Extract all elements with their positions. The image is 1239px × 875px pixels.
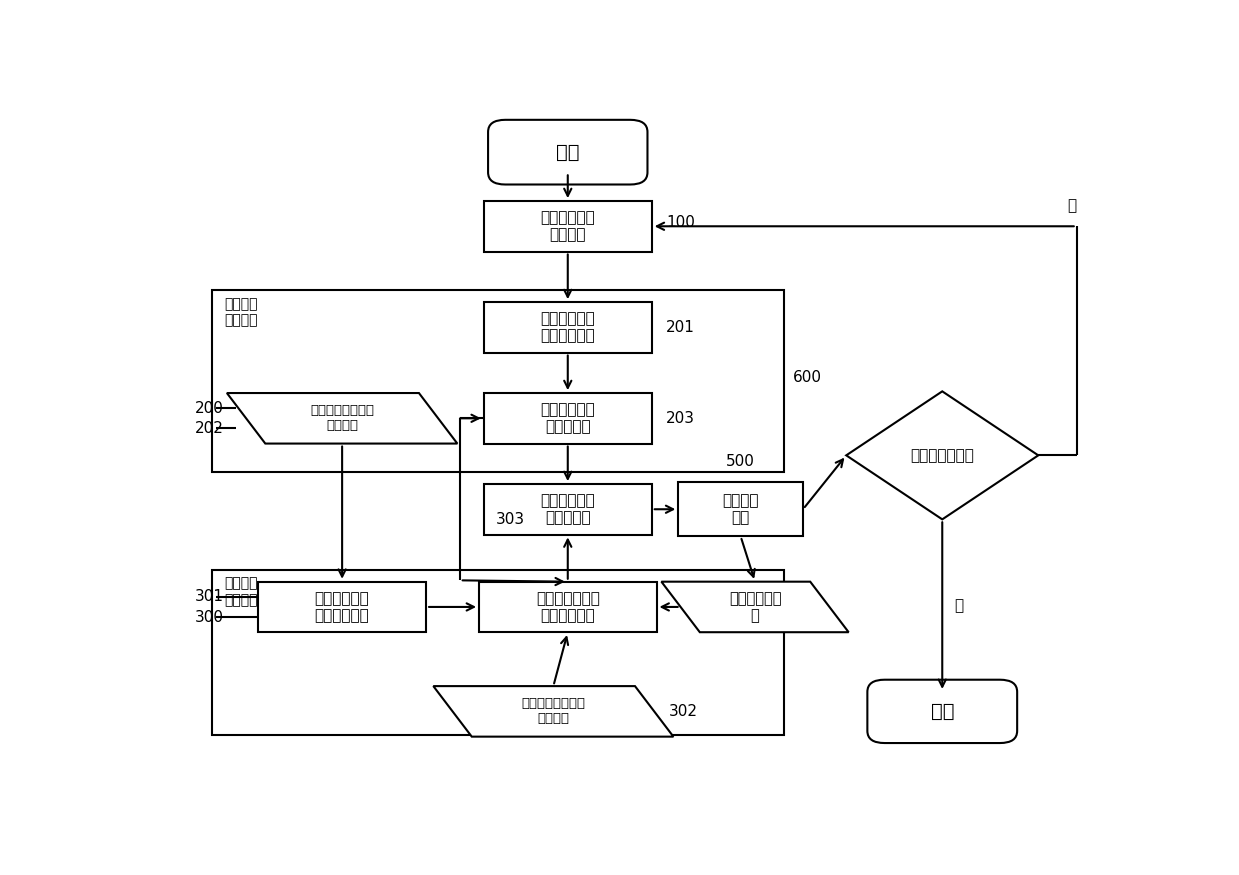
Text: 303: 303: [496, 512, 525, 527]
Text: 500: 500: [726, 454, 755, 469]
Polygon shape: [227, 393, 457, 444]
Text: 工件进给和砂
带顺应运动: 工件进给和砂 带顺应运动: [540, 493, 595, 526]
Text: 100: 100: [667, 215, 695, 230]
Text: 砂带顺应动作
期望値生成器: 砂带顺应动作 期望値生成器: [315, 591, 369, 623]
Text: 砂带顺应
控制模块: 砂带顺应 控制模块: [224, 577, 258, 607]
Text: 203: 203: [667, 410, 695, 426]
Text: 包络加工
模块: 包络加工 模块: [722, 493, 758, 526]
Text: 工件主动动作
期望値生成器: 工件主动动作 期望値生成器: [540, 312, 595, 344]
Text: 300: 300: [196, 610, 224, 625]
Bar: [213, 570, 784, 735]
Text: 包络区的接触
力: 包络区的接触 力: [729, 591, 782, 623]
Text: 磨抛量测量模块: 磨抛量测量模块: [911, 448, 974, 463]
Bar: [483, 201, 652, 251]
Text: 工件位姿控制
策略生成器: 工件位姿控制 策略生成器: [540, 402, 595, 435]
FancyBboxPatch shape: [867, 680, 1017, 743]
Text: 600: 600: [793, 369, 823, 385]
Bar: [483, 393, 652, 444]
Polygon shape: [434, 686, 674, 737]
Bar: [483, 484, 652, 535]
Polygon shape: [846, 391, 1038, 520]
Polygon shape: [662, 582, 849, 633]
Text: 202: 202: [196, 421, 224, 436]
Text: 工件位姿
控制模块: 工件位姿 控制模块: [224, 297, 258, 327]
Text: 201: 201: [667, 320, 695, 335]
Text: 磨抛加工参数
规划模块: 磨抛加工参数 规划模块: [540, 210, 595, 242]
Bar: [483, 302, 652, 353]
Bar: [479, 582, 657, 633]
Text: 否: 否: [1067, 198, 1077, 213]
Text: 是: 是: [954, 598, 963, 613]
FancyBboxPatch shape: [488, 120, 648, 185]
Bar: [213, 290, 784, 472]
Text: 200: 200: [196, 401, 224, 416]
Text: 开始: 开始: [556, 143, 580, 162]
Bar: [678, 482, 803, 536]
Text: 砂带顺应动作实际
値生成器: 砂带顺应动作实际 値生成器: [522, 697, 585, 725]
Text: 工件主动动作实际
値生成器: 工件主动动作实际 値生成器: [310, 404, 374, 432]
Text: 302: 302: [669, 704, 698, 719]
Text: 301: 301: [196, 590, 224, 605]
Text: 结束: 结束: [930, 702, 954, 721]
Text: 砂带顺应动作控
制策略生成器: 砂带顺应动作控 制策略生成器: [535, 591, 600, 623]
Bar: [258, 582, 426, 633]
